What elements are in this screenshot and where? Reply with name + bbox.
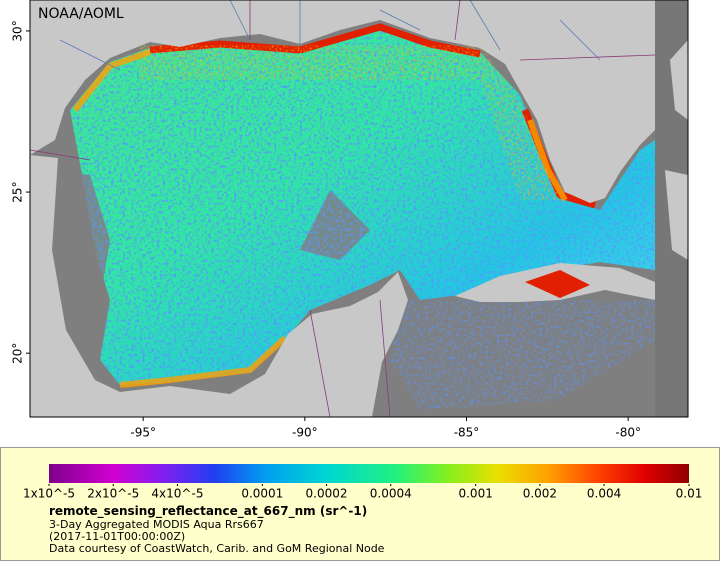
y-tick-label: 30° xyxy=(11,20,25,41)
y-tick-label: 25° xyxy=(11,181,25,202)
x-tick-label: -85° xyxy=(454,426,480,440)
map-frame xyxy=(29,0,689,418)
colorbar-tick-label: 0.01 xyxy=(676,487,703,501)
watermark: NOAA/AOML xyxy=(38,6,124,22)
south-speckle xyxy=(390,300,655,410)
caption-line: (2017-11-01T00:00:00Z) xyxy=(49,530,186,543)
variable-name: remote_sensing_reflectance_at_667_nm (sr… xyxy=(49,504,368,518)
colorbar-tick-label: 0.004 xyxy=(587,487,621,501)
colorbar-tick-label: 0.001 xyxy=(458,487,492,501)
colorbar-tick-label: 0.0002 xyxy=(306,487,348,501)
colorbar xyxy=(49,464,689,483)
caption-line: Data courtesy of CoastWatch, Carib. and … xyxy=(49,542,385,555)
x-tick-label: -95° xyxy=(130,426,156,440)
borders xyxy=(30,0,656,417)
colorbar-tick-label: 2x10^-5 xyxy=(87,487,139,501)
rivers xyxy=(59,0,601,71)
colorbar-tick-label: 1x10^-5 xyxy=(23,487,75,501)
cuba-coastal xyxy=(525,270,590,298)
colorbar-tick-label: 0.0004 xyxy=(370,487,412,501)
colorbar-tick-label: 0.002 xyxy=(523,487,557,501)
axes: -95° -90° -85° -80° 20° 25° 30° xyxy=(11,20,641,439)
land-mexico xyxy=(30,155,408,417)
map: NOAA/AOML -95° -90° -85° -80° 20° 25° 30° xyxy=(11,0,689,440)
x-tick-label: -90° xyxy=(292,426,318,440)
colorbar-tick-label: 4x10^-5 xyxy=(151,487,203,501)
colorbar-labels: 1x10^-5 2x10^-5 4x10^-5 0.0001 0.0002 0.0004 0… xyxy=(23,484,703,501)
caption-line: 3-Day Aggregated MODIS Aqua Rrs667 xyxy=(49,518,264,531)
map-image: NOAA/AOML xyxy=(30,0,688,417)
land-bahamas xyxy=(665,40,688,260)
x-tick-label: -80° xyxy=(615,426,641,440)
colorbar-tick-label: 0.0001 xyxy=(241,487,283,501)
coastal-speckle xyxy=(140,45,560,200)
land-north xyxy=(30,0,655,203)
legend-panel: 1x10^-5 2x10^-5 4x10^-5 0.0001 0.0002 0.0004 0… xyxy=(0,447,720,561)
y-tick-label: 20° xyxy=(11,343,25,364)
